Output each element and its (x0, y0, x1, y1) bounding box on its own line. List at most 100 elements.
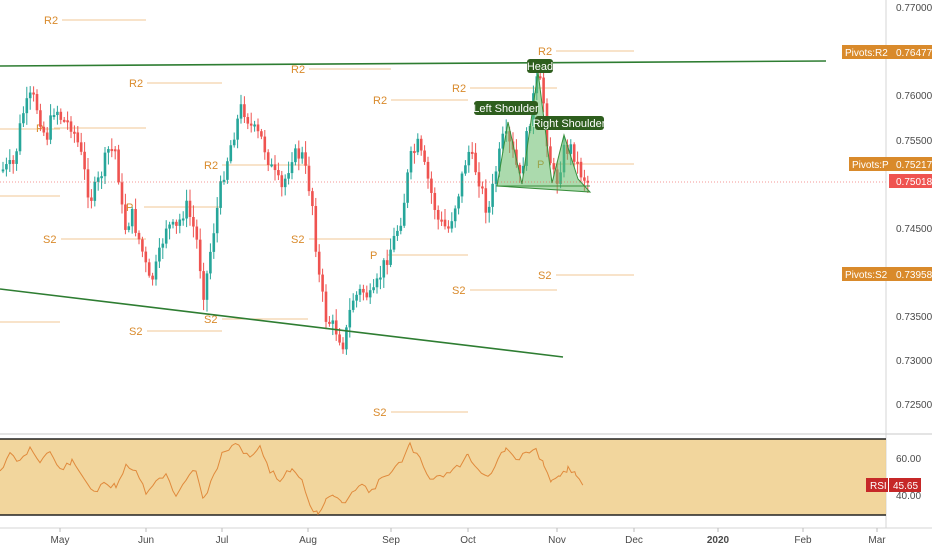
candle-body (481, 186, 484, 189)
candle-body (365, 292, 369, 298)
candle-body (283, 178, 287, 188)
candle-body (569, 144, 573, 154)
pivot-s2-tag-label: Pivots:S2 (845, 270, 888, 281)
candle-body (447, 226, 450, 229)
candle-body (195, 226, 199, 240)
candle-body (198, 239, 202, 272)
candle-body (178, 219, 182, 226)
last-price-value: 0.75018 (896, 177, 932, 188)
candle-body (433, 192, 437, 210)
pivot-s2-mark: S2 (452, 285, 465, 297)
time-tick-label: Nov (548, 535, 566, 546)
pivot-r2-mark: R2 (44, 15, 58, 27)
time-tick-label: Oct (460, 535, 476, 546)
candle-body (576, 161, 579, 164)
candle-body (62, 119, 66, 122)
candle-body (124, 204, 127, 230)
candle-body (304, 152, 307, 166)
candle-body (341, 342, 345, 350)
candle-body (158, 247, 161, 262)
candle-body (423, 150, 426, 162)
candle-body (270, 164, 273, 167)
candle-body (181, 218, 185, 221)
candle-body (311, 191, 314, 207)
candle-body (69, 121, 73, 132)
right-shoulder-callout: Right Shoulder (533, 116, 606, 130)
candle-body (328, 321, 331, 324)
candle-body (120, 182, 124, 205)
candle-body (49, 115, 52, 140)
candle-body (426, 161, 430, 179)
candle-body (583, 177, 586, 181)
candle-body (83, 151, 86, 170)
candle-body (280, 175, 284, 188)
candle-body (549, 146, 552, 164)
candle-body (219, 181, 222, 208)
candle-body (134, 209, 137, 233)
price-tick-label: 0.73000 (896, 356, 932, 367)
rsi-value: 45.65 (893, 481, 918, 492)
candle-body (164, 228, 168, 244)
candle-body (52, 115, 56, 118)
head-shoulders-pattern (496, 71, 592, 193)
candle-body (409, 151, 413, 173)
time-tick-label: 2020 (707, 535, 730, 546)
pivot-p-mark: P (370, 250, 377, 262)
candle-body (11, 160, 15, 164)
candle-body (171, 221, 175, 225)
pivot-r2-tag: Pivots:R2 0.76477 (842, 45, 932, 59)
rsi-line (0, 441, 584, 516)
rsi-pane[interactable]: 60.00 40.00 RSI 45.65 (0, 433, 932, 516)
candle-body (8, 160, 12, 165)
candle-body (110, 149, 114, 152)
pivot-s2-tag: Pivots:S2 0.73958 (842, 267, 932, 281)
candle-body (86, 169, 90, 198)
candle-body (294, 148, 297, 163)
candle-body (334, 320, 338, 335)
candle-body (396, 230, 399, 236)
candle-body (579, 161, 583, 178)
candle-body (79, 142, 83, 152)
price-tick-label: 0.74500 (896, 224, 932, 235)
candle-body (209, 251, 212, 274)
candle-body (273, 164, 277, 171)
candle-body (239, 104, 243, 119)
candle-body (28, 92, 32, 99)
candle-body (151, 275, 154, 280)
candle-body (249, 123, 253, 126)
candle-body (457, 196, 460, 209)
price-tick-label: 0.76000 (896, 91, 932, 102)
candle-body (321, 274, 324, 292)
candle-body (542, 77, 545, 104)
pivot-s2-mark: S2 (204, 314, 217, 326)
candle-body (59, 111, 63, 120)
candle-body (430, 178, 433, 193)
candle-body (317, 251, 321, 275)
rsi-tick-60: 60.00 (896, 454, 921, 465)
candle-body (130, 209, 134, 227)
candle-body (338, 334, 341, 343)
pivot-r2-mark: R2 (538, 46, 552, 58)
time-tick-label: May (51, 535, 70, 546)
candle-body (35, 94, 39, 111)
rsi-value-tag (889, 478, 921, 492)
candle-body (297, 148, 301, 159)
candle-body (375, 278, 379, 288)
time-tick-label: Jun (138, 535, 154, 546)
candle-body (15, 151, 18, 164)
pivot-r2-mark: R2 (204, 160, 218, 172)
candle-body (93, 181, 97, 201)
candle-body (501, 133, 505, 149)
candle-body (552, 163, 556, 170)
candle-body (518, 164, 522, 174)
candle-body (42, 126, 46, 133)
candle-body (324, 291, 328, 322)
pivot-r2-tag-value: 0.76477 (896, 48, 932, 59)
time-tick-label: Mar (868, 535, 886, 546)
candle-body (215, 207, 219, 234)
candle-body (144, 251, 148, 263)
time-axis[interactable]: May Jun Jul Aug Sep Oct Nov Dec 2020 Feb Mar (51, 528, 887, 546)
candle-body (379, 277, 382, 280)
pivot-p-tag: Pivots:P 0.75217 (849, 157, 932, 171)
